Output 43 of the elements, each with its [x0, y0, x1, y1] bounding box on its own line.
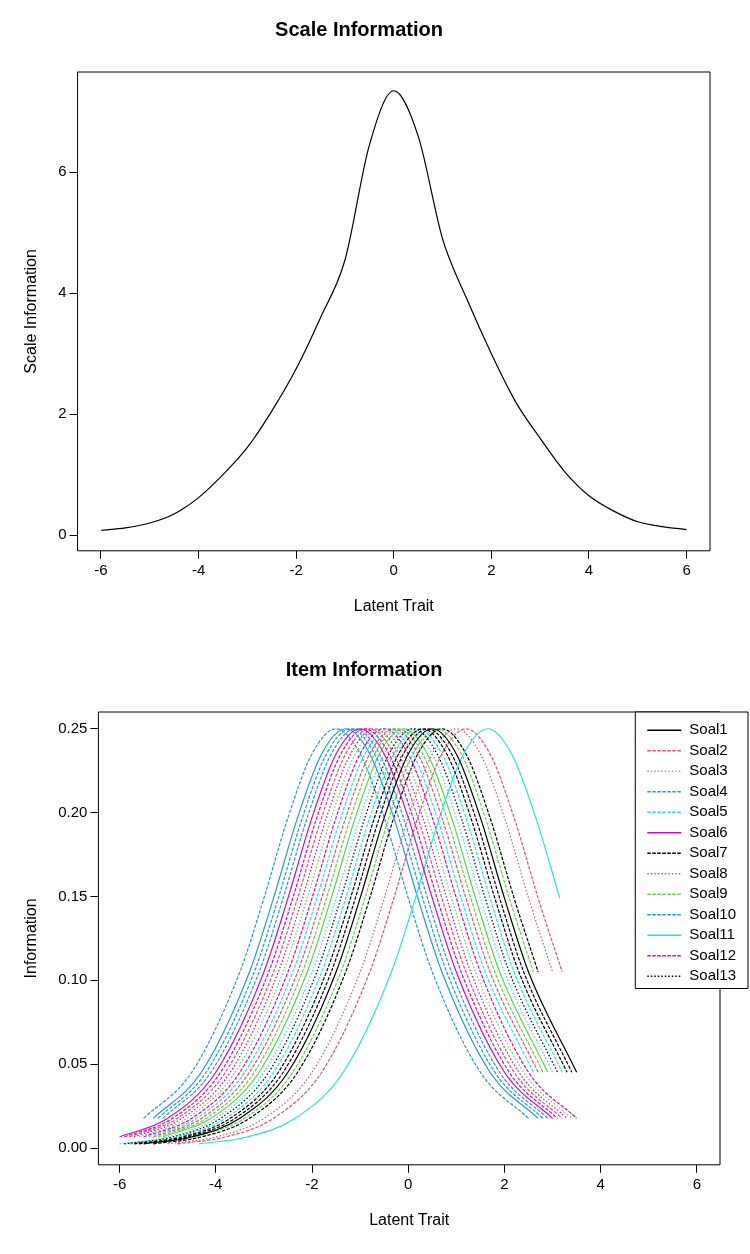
legend-label: Soal10	[689, 904, 737, 922]
legend-label: Soal9	[689, 884, 728, 902]
x-tick-label: -6	[112, 1174, 127, 1192]
x-tick-label: -2	[289, 560, 303, 578]
legend-label: Soal12	[689, 945, 737, 963]
x-tick-label: 0	[404, 1174, 413, 1192]
legend-label: Soal6	[689, 822, 728, 840]
x-axis-title: Latent Trait	[353, 596, 435, 614]
y-tick-label: 6	[58, 162, 67, 180]
y-tick-label: 0.10	[58, 970, 88, 988]
x-tick-label: 4	[584, 560, 594, 578]
y-axis-title: Scale Information	[22, 249, 40, 374]
chart-title: Item Information	[285, 657, 443, 680]
x-tick-label: 6	[682, 560, 691, 578]
x-tick-label: 2	[487, 560, 496, 578]
legend-label: Soal1	[689, 720, 728, 738]
legend-label: Soal2	[689, 740, 728, 758]
legend-label: Soal4	[689, 781, 728, 799]
legend-label: Soal3	[689, 761, 728, 779]
y-tick-label: 0	[58, 525, 67, 543]
y-axis-title: Information	[22, 898, 40, 979]
x-tick-label: -2	[305, 1174, 319, 1192]
y-tick-label: 0.15	[58, 886, 88, 904]
y-tick-label: 0.25	[58, 718, 88, 736]
legend-label: Soal8	[689, 863, 728, 881]
x-tick-label: -4	[191, 560, 206, 578]
legend-label: Soal5	[689, 802, 728, 820]
x-tick-label: 4	[596, 1174, 605, 1192]
chart-title: Scale Information	[275, 17, 443, 40]
y-tick-label: 0.05	[58, 1054, 88, 1072]
legend-label: Soal7	[689, 843, 728, 861]
x-tick-label: -6	[94, 560, 108, 578]
y-tick-label: 0.20	[58, 802, 88, 820]
x-axis-title: Latent Trait	[369, 1210, 450, 1228]
x-tick-label: -4	[209, 1174, 223, 1192]
x-tick-label: 0	[389, 560, 398, 578]
y-tick-label: 4	[58, 283, 67, 301]
y-tick-label: 2	[58, 404, 67, 422]
x-tick-label: 6	[692, 1174, 702, 1192]
y-tick-label: 0.00	[58, 1138, 88, 1156]
x-tick-label: 2	[500, 1174, 509, 1192]
legend-label: Soal13	[689, 966, 737, 984]
legend-label: Soal11	[689, 925, 735, 943]
